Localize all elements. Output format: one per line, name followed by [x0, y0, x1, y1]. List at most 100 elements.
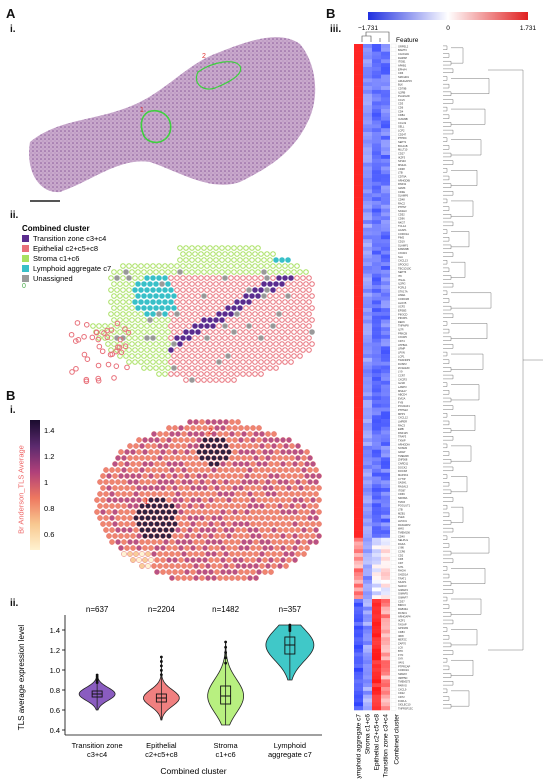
- spot: [147, 365, 153, 371]
- spot: [210, 323, 216, 329]
- spot: [252, 323, 258, 329]
- heatmap-cluster-cell: [390, 55, 397, 60]
- spot: [267, 341, 273, 347]
- heatmap-cell: [363, 679, 372, 684]
- spot: [177, 305, 183, 311]
- heatmap-cluster-cell: [390, 679, 397, 684]
- spot: [96, 343, 103, 350]
- tls-spot: [211, 455, 217, 461]
- tls-spot: [100, 473, 106, 479]
- heatmap-cell: [363, 139, 372, 144]
- spot: [261, 317, 267, 323]
- spot: [279, 341, 285, 347]
- spot: [159, 293, 165, 299]
- heatmap-cell: [363, 63, 372, 68]
- tls-spot: [256, 461, 262, 467]
- heatmap-cell: [372, 579, 381, 584]
- spot: [180, 263, 186, 269]
- tls-spot: [253, 503, 259, 509]
- heatmap-cell: [372, 434, 381, 439]
- spot: [225, 365, 231, 371]
- heatmap-cell: [354, 269, 363, 274]
- tls-spot: [220, 533, 226, 539]
- tls-spot: [136, 449, 142, 455]
- gene-label: CD48: [398, 197, 405, 201]
- heatmap-cell: [372, 55, 381, 60]
- heatmap-cell: [372, 396, 381, 401]
- heatmap-cluster-cell: [390, 158, 397, 164]
- tls-spot: [199, 455, 205, 461]
- tls-spot: [286, 473, 292, 479]
- tls-spot: [178, 485, 184, 491]
- spot: [279, 281, 285, 287]
- spot: [189, 269, 195, 275]
- spot: [108, 335, 114, 341]
- heatmap-cell: [372, 239, 381, 244]
- spot: [135, 341, 141, 347]
- heatmap-cell: [363, 350, 372, 355]
- spot: [225, 281, 231, 287]
- spot: [165, 341, 171, 347]
- heatmap-cell: [372, 648, 381, 653]
- heatmap-cell: [363, 380, 372, 385]
- heatmap-cell: [381, 135, 390, 140]
- tls-spot: [148, 497, 154, 503]
- spot: [135, 353, 141, 359]
- spot: [267, 293, 273, 299]
- heatmap-cell: [354, 93, 363, 98]
- tls-spot: [202, 473, 208, 479]
- heatmap-cluster-cell: [390, 219, 397, 225]
- tls-spot: [160, 509, 166, 515]
- heatmap-cell: [354, 311, 363, 317]
- heatmap-cluster-cell: [390, 579, 397, 585]
- spot: [282, 287, 288, 293]
- heatmap-cell: [372, 564, 381, 569]
- heatmap-cell: [372, 189, 381, 194]
- spot: [207, 365, 213, 371]
- gene-label: LIME1: [398, 293, 406, 297]
- gene-label: PTPN7: [398, 205, 407, 209]
- tls-spot: [202, 497, 208, 503]
- spot: [111, 269, 117, 275]
- heatmap-cell: [381, 51, 390, 56]
- tls-spot: [310, 521, 316, 527]
- spot: [216, 359, 222, 365]
- heatmap-cell: [372, 59, 381, 64]
- heatmap-cluster-cell: [390, 334, 397, 340]
- tls-spot: [292, 521, 298, 527]
- legend-label: Epithelial c2+c5+c8: [33, 243, 99, 253]
- heatmap-cell: [363, 319, 372, 324]
- tls-spot: [115, 539, 121, 545]
- legend-item-stroma: Stroma c1+c6: [22, 253, 111, 263]
- heatmap-cell: [381, 549, 390, 554]
- spot: [246, 359, 252, 365]
- spot: [192, 275, 198, 281]
- spot: [213, 245, 219, 251]
- heatmap-cluster-cell: [390, 147, 397, 152]
- tls-spot: [196, 485, 202, 491]
- gene-label: TCL1A: [398, 224, 406, 228]
- heatmap-cell: [381, 380, 390, 385]
- tls-spot: [235, 539, 241, 545]
- heatmap-cell: [381, 227, 390, 232]
- heatmap-cell: [381, 258, 390, 263]
- spot: [249, 257, 255, 263]
- heatmap-cell: [381, 63, 390, 68]
- spot: [228, 323, 234, 329]
- spot: [246, 263, 252, 269]
- tls-spot: [286, 461, 292, 467]
- tls-spot: [157, 539, 163, 545]
- heatmap-cluster-cell: [390, 464, 397, 470]
- tls-spot: [265, 503, 271, 509]
- tls-spot: [193, 527, 199, 533]
- tls-spot: [313, 491, 319, 497]
- tls-spot: [211, 515, 217, 521]
- heatmap-cluster-cell: [390, 671, 397, 676]
- tls-spot: [232, 521, 238, 527]
- gene-label: UCP2: [398, 305, 405, 309]
- heatmap-cluster-cell: [390, 476, 397, 481]
- tls-spot: [286, 485, 292, 491]
- spot: [282, 263, 288, 269]
- tls-spot: [106, 509, 112, 515]
- heatmap-cell: [372, 411, 381, 416]
